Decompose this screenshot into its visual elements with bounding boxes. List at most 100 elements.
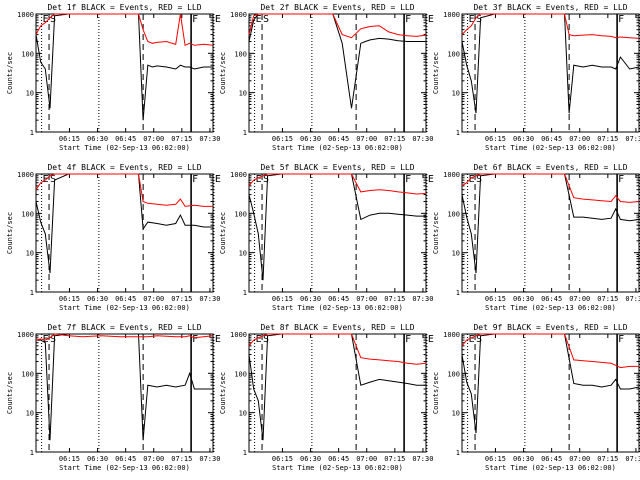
panel-title: Det 4f BLACK = Events, RED = LLD	[47, 163, 201, 172]
series-line-lld	[35, 333, 214, 341]
panel-title: Det 6f BLACK = Events, RED = LLD	[473, 163, 627, 172]
y-tick-label: 100	[234, 50, 247, 58]
y-tick-label: 1	[243, 129, 247, 137]
event-marker-label: E	[215, 174, 221, 185]
event-marker-label: E	[256, 174, 262, 185]
plot-frame	[35, 173, 214, 293]
event-marker-label: F	[405, 334, 411, 345]
event-marker-label: E	[469, 174, 475, 185]
x-tick-label: 07:30	[412, 455, 433, 463]
x-tick-label: 07:15	[171, 455, 192, 463]
y-axis-label: Counts/sec	[219, 212, 227, 254]
panel-8: Det 8f BLACK = Events, RED = LLD 1 10 100 10…	[219, 323, 434, 472]
y-axis-label: Counts/sec	[219, 372, 227, 414]
y-tick-label: 10	[26, 90, 34, 98]
plot-frame	[35, 333, 214, 453]
x-tick-label: 07:00	[143, 135, 164, 143]
panel-title: Det 7f BLACK = Events, RED = LLD	[47, 323, 201, 332]
y-tick-label: 1000	[230, 331, 247, 339]
x-tick-label: 07:00	[569, 295, 590, 303]
y-axis-label: Counts/sec	[432, 212, 440, 254]
y-axis-label: Counts/sec	[6, 212, 14, 254]
x-tick-label: 06:45	[328, 455, 349, 463]
x-tick-label: 06:30	[87, 135, 108, 143]
y-tick-label: 1	[456, 289, 460, 297]
x-tick-label: 07:15	[171, 295, 192, 303]
x-axis-label: Start Time (02-Sep-13 06:02:00)	[272, 144, 403, 152]
event-marker-label: E	[256, 334, 262, 345]
event-marker-label: E	[215, 14, 221, 25]
series-line-events	[248, 13, 426, 109]
y-axis-label: Counts/sec	[219, 52, 227, 94]
plot-frame	[461, 173, 640, 293]
y-tick-label: 100	[447, 50, 460, 58]
y-tick-label: 100	[447, 370, 460, 378]
event-marker-label: E	[428, 14, 434, 25]
event-marker-label: E	[43, 14, 49, 25]
x-tick-label: 06:45	[541, 295, 562, 303]
x-tick-label: 06:30	[87, 455, 108, 463]
x-tick-label: 07:00	[356, 135, 377, 143]
y-tick-label: 10	[452, 250, 460, 258]
plot-frame	[248, 333, 427, 453]
panel-6: Det 6f BLACK = Events, RED = LLD 1 10 100 10…	[432, 163, 640, 312]
series-line-events	[461, 333, 640, 434]
panel-1: Det 1f BLACK = Events, RED = LLD 1 10 100 10…	[6, 3, 221, 152]
x-tick-label: 06:15	[272, 135, 293, 143]
y-tick-label: 1000	[230, 171, 247, 179]
event-marker-label: F	[192, 174, 198, 185]
panel-7: Det 7f BLACK = Events, RED = LLD 1 10 100 10…	[6, 323, 221, 472]
series-line-lld	[248, 173, 427, 195]
y-tick-label: 10	[239, 90, 247, 98]
x-tick-label: 06:15	[59, 135, 80, 143]
event-marker-label: E	[469, 14, 475, 25]
event-marker-label: E	[469, 334, 475, 345]
y-axis-label: Counts/sec	[6, 52, 14, 94]
x-tick-label: 07:15	[597, 455, 618, 463]
x-tick-label: 07:15	[384, 135, 405, 143]
series-line-events	[248, 173, 426, 281]
x-tick-label: 07:00	[569, 455, 590, 463]
series-line-lld	[461, 173, 640, 203]
y-tick-label: 1000	[17, 11, 34, 19]
x-tick-label: 06:45	[328, 295, 349, 303]
x-tick-label: 07:00	[356, 295, 377, 303]
series-line-lld	[35, 173, 213, 207]
y-tick-label: 10	[452, 90, 460, 98]
y-tick-label: 100	[21, 370, 34, 378]
y-tick-label: 1	[243, 449, 247, 457]
x-tick-label: 07:30	[199, 455, 220, 463]
x-tick-label: 07:30	[625, 135, 640, 143]
series-line-events	[35, 13, 213, 121]
plot-frame	[461, 13, 640, 133]
y-tick-label: 1000	[17, 331, 34, 339]
event-marker-label: S	[263, 334, 269, 345]
y-tick-label: 100	[21, 210, 34, 218]
y-tick-label: 10	[26, 410, 34, 418]
y-tick-label: 1	[243, 289, 247, 297]
x-tick-label: 07:00	[143, 295, 164, 303]
event-marker-label: S	[50, 334, 56, 345]
panel-5: Det 5f BLACK = Events, RED = LLD 1 10 100 10…	[219, 163, 434, 312]
y-tick-label: 1	[30, 129, 34, 137]
event-marker-label: S	[476, 334, 482, 345]
series-line-lld	[35, 13, 214, 47]
y-tick-label: 1	[30, 449, 34, 457]
x-tick-label: 07:30	[199, 295, 220, 303]
x-axis-label: Start Time (02-Sep-13 06:02:00)	[485, 304, 616, 312]
x-tick-label: 06:15	[272, 455, 293, 463]
y-tick-label: 1000	[443, 331, 460, 339]
x-axis-label: Start Time (02-Sep-13 06:02:00)	[485, 144, 616, 152]
plot-frame	[35, 13, 214, 133]
y-tick-label: 1	[30, 289, 34, 297]
x-tick-label: 06:30	[300, 295, 321, 303]
y-tick-label: 1000	[17, 171, 34, 179]
y-tick-label: 1000	[443, 11, 460, 19]
series-line-lld	[248, 333, 427, 365]
x-tick-label: 07:15	[384, 455, 405, 463]
x-tick-label: 06:15	[485, 295, 506, 303]
x-tick-label: 07:30	[412, 135, 433, 143]
y-tick-label: 1000	[443, 171, 460, 179]
panel-title: Det 9f BLACK = Events, RED = LLD	[473, 323, 627, 332]
